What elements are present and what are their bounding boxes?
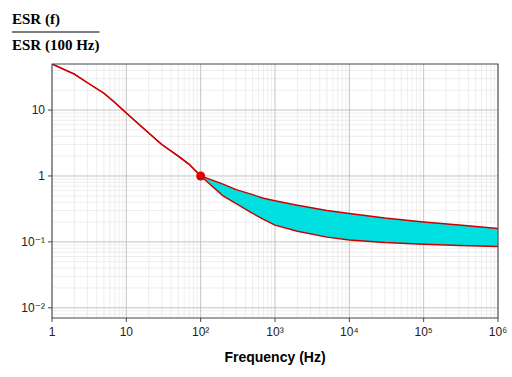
x-tick (349, 318, 350, 322)
minor-grid-line (401, 64, 402, 318)
y-tick-label: 10⁻¹ (21, 235, 45, 249)
minor-grid-line (332, 64, 333, 318)
minor-grid-line (263, 64, 264, 318)
x-tick-label: 10⁵ (415, 325, 433, 339)
data (52, 64, 498, 247)
minor-grid-line (252, 64, 253, 318)
grid-line (52, 110, 498, 111)
minor-grid-line (342, 64, 343, 318)
minor-grid-line (161, 64, 162, 318)
x-tick-label: 10⁶ (489, 325, 507, 339)
minor-grid-line (245, 64, 246, 318)
grid (52, 64, 498, 318)
minor-grid-line (171, 64, 172, 318)
x-tick-label: 10³ (266, 325, 283, 339)
minor-grid-line (258, 64, 259, 318)
grid-line (275, 64, 276, 318)
minor-grid-line (267, 64, 268, 318)
grid-line (126, 64, 127, 318)
minor-grid-line (394, 64, 395, 318)
minor-grid-line (310, 64, 311, 318)
minor-grid-line (407, 64, 408, 318)
minor-grid-line (122, 64, 123, 318)
grid-line (200, 64, 201, 318)
minor-grid-line (319, 64, 320, 318)
x-tick (275, 318, 276, 322)
minor-grid-line (345, 64, 346, 318)
x-tick-label: 10 (120, 325, 134, 339)
y-tick-label: 10 (32, 103, 46, 117)
minor-grid-line (446, 64, 447, 318)
y-tick-label: 10⁻² (21, 301, 45, 315)
minor-grid-line (384, 64, 385, 318)
y-tick-label: 1 (38, 169, 45, 183)
x-tick-label: 10² (192, 325, 209, 339)
minor-grid-line (178, 64, 179, 318)
minor-grid-line (337, 64, 338, 318)
x-tick (52, 318, 53, 322)
boundary-line (52, 64, 498, 228)
y-tick (48, 175, 52, 176)
minor-grid-line (486, 64, 487, 318)
x-axis-label: Frequency (Hz) (224, 349, 325, 365)
minor-grid-line (103, 64, 104, 318)
plot-frame (52, 64, 498, 318)
minor-grid-line (148, 64, 149, 318)
chart: ESR (f) ESR (100 Hz) 1 10 10² 10³ 10⁴ 10⁵ 10⁶ 10⁻… (0, 0, 512, 377)
minor-grid-line (468, 64, 469, 318)
minor-grid-line (271, 64, 272, 318)
x-tick (200, 318, 201, 322)
x-tick-label: 10⁴ (340, 325, 359, 339)
minor-grid-line (189, 64, 190, 318)
minor-grid-line (481, 64, 482, 318)
minor-grid-line (109, 64, 110, 318)
minor-grid-line (87, 64, 88, 318)
grid-line (349, 64, 350, 318)
title-fraction-line (12, 31, 100, 32)
plot-area (52, 64, 498, 318)
x-tick (423, 318, 424, 322)
minor-grid-line (494, 64, 495, 318)
title: ESR (100 Hz) (12, 37, 100, 54)
minor-grid-line (297, 64, 298, 318)
grid-line (52, 175, 498, 176)
minor-grid-line (119, 64, 120, 318)
x-tick-label: 1 (49, 325, 56, 339)
band (52, 64, 498, 247)
minor-grid-line (475, 64, 476, 318)
minor-grid-line (459, 64, 460, 318)
y-tick (48, 241, 52, 242)
x-tick (498, 318, 499, 322)
y-tick (48, 110, 52, 111)
y-tick (48, 307, 52, 308)
minor-grid-line (416, 64, 417, 318)
minor-grid-line (490, 64, 491, 318)
minor-grid-line (371, 64, 372, 318)
minor-grid-line (193, 64, 194, 318)
minor-grid-line (412, 64, 413, 318)
grid-line (52, 307, 498, 308)
minor-grid-line (74, 64, 75, 318)
minor-grid-line (96, 64, 97, 318)
minor-grid-line (420, 64, 421, 318)
minor-grid-line (197, 64, 198, 318)
x-tick (126, 318, 127, 322)
minor-grid-line (184, 64, 185, 318)
title: ESR (f) (12, 11, 60, 28)
grid-line (423, 64, 424, 318)
reference-point (196, 171, 205, 180)
minor-grid-line (326, 64, 327, 318)
boundary-line (52, 64, 498, 247)
